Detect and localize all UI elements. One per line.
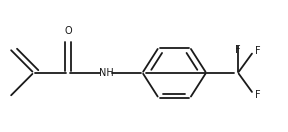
Text: O: O bbox=[64, 26, 72, 36]
Text: F: F bbox=[255, 46, 261, 56]
Text: NH: NH bbox=[99, 68, 114, 78]
Text: F: F bbox=[255, 89, 261, 100]
Text: F: F bbox=[235, 44, 241, 55]
